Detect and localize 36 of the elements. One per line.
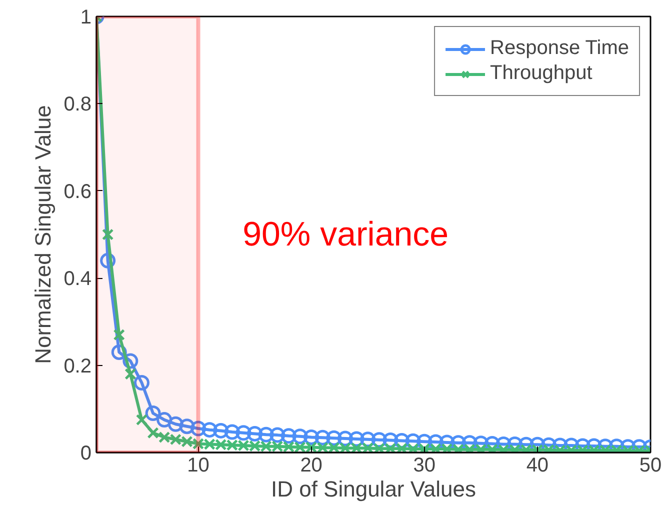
point (280, 428, 296, 444)
y-tick-label: 0 (80, 442, 92, 464)
point (145, 406, 161, 421)
y-tick-label: 0.2 (64, 355, 92, 378)
point (179, 418, 195, 434)
point (147, 427, 159, 439)
y-tick-label: 0.6 (64, 180, 92, 203)
point (168, 416, 184, 432)
x-tick-label: 30 (413, 454, 436, 476)
legend-label: Response Time (490, 37, 629, 60)
point (258, 426, 274, 442)
point (202, 422, 218, 438)
y-tick-label: 0.8 (64, 94, 92, 116)
point (136, 414, 148, 426)
point (124, 368, 136, 380)
x-tick-label: 50 (639, 454, 662, 476)
point (190, 420, 206, 436)
point (213, 422, 229, 438)
point (270, 427, 286, 443)
y-tick-label: 1 (80, 6, 92, 28)
band-label: 90% variance (242, 216, 449, 254)
y-axis-title: Normalized Singular Value (30, 105, 56, 364)
y-tick-label: 0.4 (64, 268, 92, 290)
point (102, 228, 114, 240)
point (292, 428, 308, 444)
point (224, 424, 240, 440)
point (156, 412, 172, 428)
point (236, 425, 252, 441)
x-tick-label: 10 (187, 454, 210, 476)
legend-label: Throughput (490, 62, 592, 85)
point (247, 426, 263, 442)
x-tick-label: 40 (526, 454, 549, 476)
point (134, 375, 150, 390)
x-tick-label: 20 (300, 454, 322, 476)
point (113, 328, 125, 341)
x-axis-title: ID of Singular Values (270, 476, 476, 502)
